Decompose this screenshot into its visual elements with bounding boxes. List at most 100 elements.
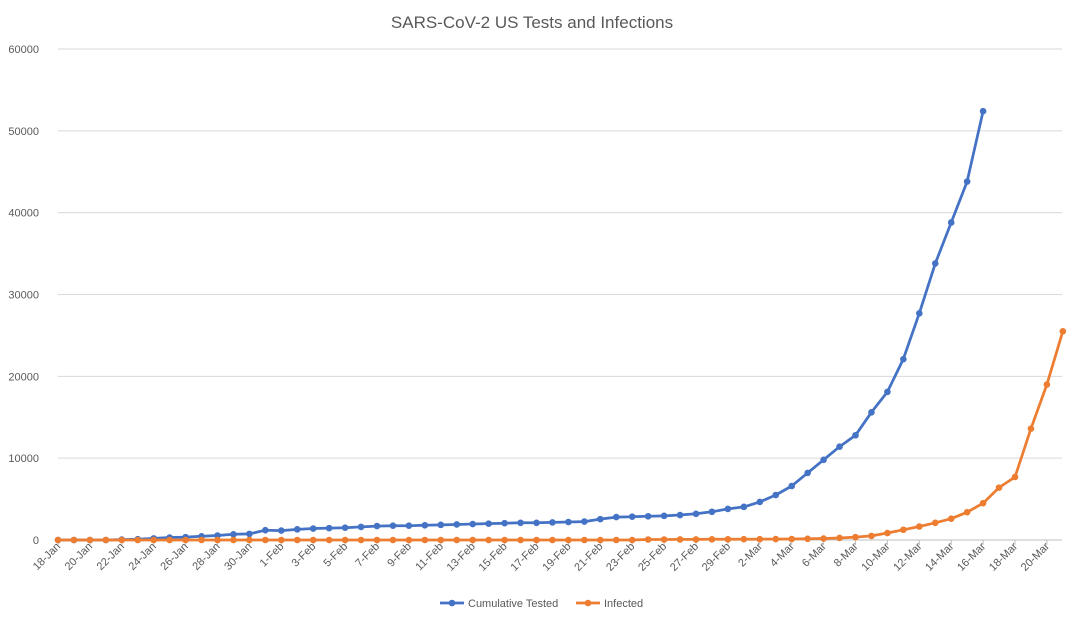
data-point: [485, 536, 492, 544]
data-point: [262, 526, 269, 534]
legend-item: Infected: [576, 598, 643, 610]
data-point: [947, 515, 955, 523]
data-point: [581, 518, 588, 525]
data-point: [357, 536, 365, 544]
data-point: [389, 536, 397, 544]
data-point: [469, 520, 477, 528]
data-point: [916, 310, 923, 317]
legend-label: Infected: [604, 598, 643, 610]
data-point: [628, 513, 636, 520]
data-point: [724, 535, 732, 543]
y-tick-label: 40000: [8, 208, 39, 220]
series-layer: [54, 107, 1067, 544]
data-point: [230, 530, 237, 538]
data-point: [804, 469, 811, 477]
data-point: [405, 536, 413, 544]
data-point: [86, 536, 94, 544]
data-point: [54, 536, 62, 544]
data-point: [517, 536, 524, 544]
data-point: [246, 536, 253, 544]
y-tick-label: 50000: [8, 126, 39, 138]
data-point: [421, 521, 429, 529]
series-line: [58, 330, 1065, 542]
data-point: [1027, 425, 1035, 433]
data-point: [293, 526, 301, 533]
data-point: [836, 534, 843, 542]
data-point: [278, 527, 285, 534]
data-point: [612, 513, 620, 521]
data-point: [437, 521, 445, 529]
data-point: [931, 260, 939, 267]
data-point: [852, 431, 859, 439]
data-point: [772, 535, 780, 543]
data-point: [1011, 473, 1019, 481]
data-point: [692, 536, 700, 543]
data-point: [565, 518, 572, 526]
data-point: [900, 526, 907, 534]
data-point: [214, 536, 221, 544]
data-point: [469, 536, 477, 544]
legend-swatch-marker: [584, 599, 592, 607]
data-point: [1043, 381, 1051, 388]
data-point: [198, 536, 205, 544]
data-point: [373, 522, 381, 530]
data-point: [325, 524, 333, 532]
data-point: [405, 522, 413, 529]
data-point: [947, 219, 955, 226]
y-tick-label: 60000: [8, 44, 39, 56]
data-point: [979, 107, 987, 115]
data-point: [533, 536, 540, 544]
data-point: [501, 519, 508, 527]
data-point: [453, 536, 461, 544]
data-point: [995, 484, 1003, 491]
legend-label: Cumulative Tested: [468, 598, 558, 610]
data-point: [437, 536, 445, 544]
data-point: [756, 535, 764, 543]
data-point: [389, 522, 397, 529]
y-axis-ticks: 0 10000 20000 30000 40000 50000 60000: [8, 44, 39, 547]
data-point: [916, 523, 923, 530]
data-point: [373, 536, 381, 544]
data-point: [644, 512, 652, 520]
data-point: [581, 536, 588, 544]
data-point: [501, 536, 508, 544]
data-point: [166, 536, 173, 544]
y-tick-label: 10000: [8, 453, 39, 465]
data-point: [884, 388, 891, 396]
legend-item: Cumulative Tested: [440, 598, 558, 610]
data-point: [182, 536, 189, 544]
data-point: [820, 456, 827, 464]
data-point: [820, 535, 827, 542]
data-point: [660, 512, 668, 520]
data-point: [708, 536, 716, 543]
data-point: [597, 536, 604, 544]
data-point: [341, 524, 349, 532]
legend-swatch-marker: [448, 599, 456, 607]
data-point: [485, 520, 492, 527]
series-infected: [54, 328, 1067, 544]
data-point: [628, 536, 636, 544]
data-point: [549, 536, 556, 544]
data-point: [804, 535, 811, 543]
chart-title: SARS-CoV-2 US Tests and Infections: [391, 13, 673, 32]
data-point: [836, 443, 843, 451]
data-point: [150, 536, 157, 544]
data-point: [724, 505, 732, 513]
data-point: [852, 533, 859, 541]
data-point: [692, 510, 700, 518]
data-point: [102, 536, 110, 544]
data-point: [868, 409, 875, 416]
y-tick-label: 20000: [8, 371, 39, 383]
data-point: [612, 536, 620, 544]
data-point: [230, 536, 237, 544]
data-point: [357, 523, 365, 531]
data-point: [341, 536, 349, 544]
data-point: [708, 508, 716, 516]
data-point: [644, 536, 652, 543]
data-point: [278, 536, 285, 544]
data-point: [963, 178, 971, 185]
data-point: [597, 515, 604, 523]
data-point: [676, 511, 684, 519]
data-point: [309, 525, 317, 532]
